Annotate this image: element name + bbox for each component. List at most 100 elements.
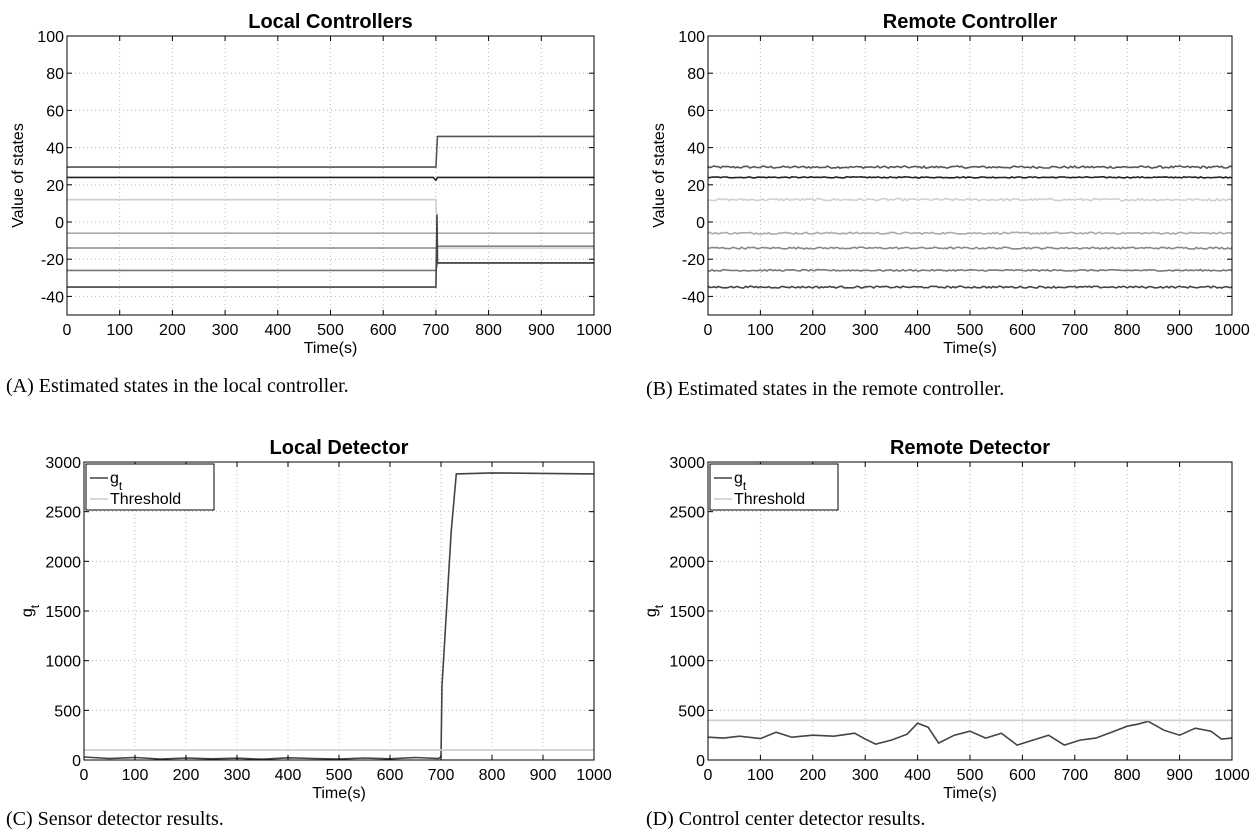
x-axis-label: Time(s) bbox=[304, 340, 358, 357]
x-tick-label: 1000 bbox=[1214, 322, 1250, 339]
x-tick-label: 200 bbox=[799, 322, 826, 339]
x-tick-label: 800 bbox=[1114, 767, 1141, 784]
x-tick-label: 900 bbox=[1166, 322, 1193, 339]
y-tick-label: 40 bbox=[687, 141, 705, 158]
series-line-7 bbox=[707, 285, 1233, 289]
x-tick-label: 500 bbox=[317, 322, 344, 339]
x-tick-label: 200 bbox=[159, 322, 186, 339]
chart-title: Local Detector bbox=[270, 437, 409, 459]
x-tick-label: 100 bbox=[122, 767, 149, 784]
x-tick-label: 800 bbox=[1114, 322, 1141, 339]
x-tick-label: 700 bbox=[1061, 322, 1088, 339]
x-tick-label: 0 bbox=[63, 322, 72, 339]
series-line-2 bbox=[67, 176, 594, 182]
y-tick-label: 0 bbox=[55, 215, 64, 232]
x-tick-label: 300 bbox=[852, 767, 879, 784]
legend-label-subscript: t bbox=[743, 479, 747, 493]
series-line-3 bbox=[708, 197, 1233, 202]
series-line-1 bbox=[83, 472, 595, 761]
series-line-7 bbox=[67, 214, 594, 288]
series-line-1 bbox=[707, 165, 1233, 170]
y-axis-label-subscript: t bbox=[652, 604, 666, 608]
x-tick-label: 200 bbox=[173, 767, 200, 784]
chart-title: Remote Controller bbox=[883, 11, 1058, 33]
x-tick-label: 300 bbox=[212, 322, 239, 339]
chart-title: Remote Detector bbox=[890, 437, 1050, 459]
y-axis-label: Value of states bbox=[651, 123, 668, 228]
y-tick-label: 1000 bbox=[45, 654, 81, 671]
series-line-2 bbox=[708, 175, 1233, 179]
x-tick-label: 300 bbox=[852, 322, 879, 339]
y-tick-label: -40 bbox=[682, 289, 705, 306]
y-tick-label: 100 bbox=[678, 29, 705, 46]
x-tick-label: 900 bbox=[530, 767, 557, 784]
x-tick-label: 400 bbox=[904, 322, 931, 339]
x-tick-label: 700 bbox=[428, 767, 455, 784]
x-tick-label: 300 bbox=[224, 767, 251, 784]
y-tick-label: 0 bbox=[696, 753, 705, 770]
y-tick-label: 0 bbox=[696, 215, 705, 232]
x-tick-label: 600 bbox=[370, 322, 397, 339]
x-tick-label: 100 bbox=[747, 767, 774, 784]
series-line-1 bbox=[67, 135, 594, 168]
y-tick-label: -20 bbox=[682, 252, 705, 269]
x-tick-label: 0 bbox=[704, 322, 713, 339]
x-tick-label: 500 bbox=[326, 767, 353, 784]
x-tick-label: 700 bbox=[1061, 767, 1088, 784]
series-line-6 bbox=[707, 268, 1233, 273]
plot-area bbox=[708, 36, 1232, 315]
y-tick-label: 40 bbox=[46, 141, 64, 158]
x-tick-label: 600 bbox=[1009, 322, 1036, 339]
y-tick-label: 3000 bbox=[669, 455, 705, 472]
series-line-5 bbox=[707, 246, 1233, 250]
chart-a: 0 100 200 300 400 500 600 700 800 900 1000 -40 -20 0 2… bbox=[10, 11, 612, 357]
chart-c: 0 100 200 300 400 500 600 700 800 900 1000 0 500 1000… bbox=[19, 437, 612, 802]
x-tick-label: 400 bbox=[275, 767, 302, 784]
x-tick-label: 100 bbox=[747, 322, 774, 339]
x-tick-label: 1000 bbox=[576, 767, 612, 784]
series-line-1 bbox=[707, 720, 1233, 746]
y-tick-label: -20 bbox=[41, 252, 64, 269]
caption-a: (A) Estimated states in the local contro… bbox=[6, 375, 349, 397]
y-tick-label: 2500 bbox=[669, 505, 705, 522]
y-axis-label-subscript: t bbox=[28, 604, 42, 608]
y-tick-label: 1000 bbox=[669, 654, 705, 671]
chart-b: 0 100 200 300 400 500 600 700 800 900 1000 -40 -20 0 2… bbox=[651, 11, 1250, 357]
x-tick-label: 0 bbox=[80, 767, 89, 784]
x-axis-label: Time(s) bbox=[943, 785, 997, 802]
caption-d: (D) Control center detector results. bbox=[646, 808, 926, 830]
y-tick-label: 80 bbox=[687, 66, 705, 83]
caption-c: (C) Sensor detector results. bbox=[6, 808, 224, 830]
x-tick-label: 1000 bbox=[1214, 767, 1250, 784]
x-axis-label: Time(s) bbox=[312, 785, 366, 802]
y-tick-label: 2000 bbox=[45, 554, 81, 571]
y-tick-label: 0 bbox=[72, 753, 81, 770]
chart-d: 0 100 200 300 400 500 600 700 800 900 1000 0 500 1000… bbox=[643, 437, 1250, 802]
x-axis-label: Time(s) bbox=[943, 340, 997, 357]
y-tick-label: 60 bbox=[46, 103, 64, 120]
legend-label: Threshold bbox=[734, 491, 805, 508]
legend-label-subscript: t bbox=[119, 479, 123, 493]
y-tick-label: 1500 bbox=[669, 604, 705, 621]
x-tick-label: 100 bbox=[106, 322, 133, 339]
y-tick-label: 20 bbox=[687, 178, 705, 195]
y-tick-label: 100 bbox=[37, 29, 64, 46]
chart-title: Local Controllers bbox=[248, 11, 412, 33]
plot-area bbox=[67, 36, 594, 315]
legend-label: Threshold bbox=[110, 491, 181, 508]
y-tick-label: 2000 bbox=[669, 554, 705, 571]
y-tick-label: 500 bbox=[54, 703, 81, 720]
y-tick-label: 1500 bbox=[45, 604, 81, 621]
y-tick-label: 80 bbox=[46, 66, 64, 83]
x-tick-label: 0 bbox=[704, 767, 713, 784]
x-tick-label: 200 bbox=[799, 767, 826, 784]
x-tick-label: 900 bbox=[528, 322, 555, 339]
y-axis-label: Value of states bbox=[10, 123, 27, 228]
y-tick-label: 3000 bbox=[45, 455, 81, 472]
y-tick-label: 20 bbox=[46, 178, 64, 195]
x-tick-label: 900 bbox=[1166, 767, 1193, 784]
y-axis-label: gt bbox=[643, 604, 666, 617]
caption-b: (B) Estimated states in the remote contr… bbox=[646, 378, 1005, 400]
x-tick-label: 600 bbox=[1009, 767, 1036, 784]
